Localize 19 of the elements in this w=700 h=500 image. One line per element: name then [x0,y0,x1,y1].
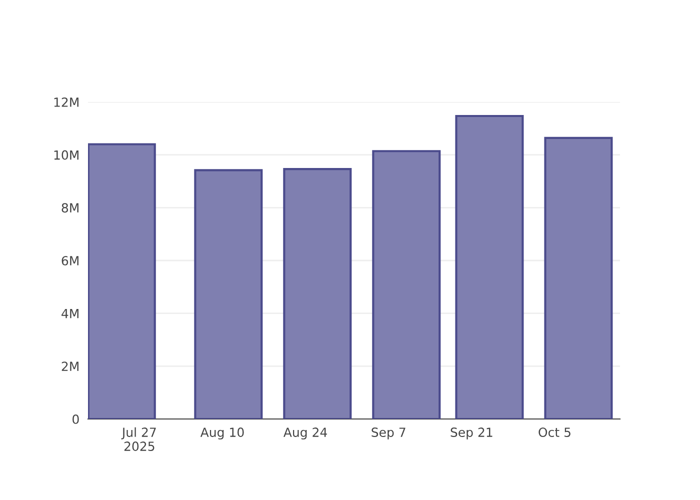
y-tick-label: 8M [62,203,78,213]
bar [372,150,441,419]
x-tick-label: Aug 24 [284,428,327,440]
bar [455,114,524,419]
y-tick-label: 2M [62,362,78,371]
bar [88,143,156,419]
bar [194,169,263,419]
y-tick-label: 10M [54,150,78,160]
bar [544,136,613,419]
x-tick-label: Sep 21 [450,428,492,440]
y-tick-label: 4M [62,308,78,318]
x-tick-label: Sep 7 [372,428,406,440]
y-tick-label: 0 [72,414,79,424]
x-tick-label: Oct 5 [538,428,570,438]
bar [283,168,352,419]
x-tick-label: Aug 10 [200,428,244,440]
y-tick-label: 12M [54,97,78,107]
x-tick-label: Jul 27 2025 [121,427,156,452]
y-tick-label: 6M [62,256,78,266]
